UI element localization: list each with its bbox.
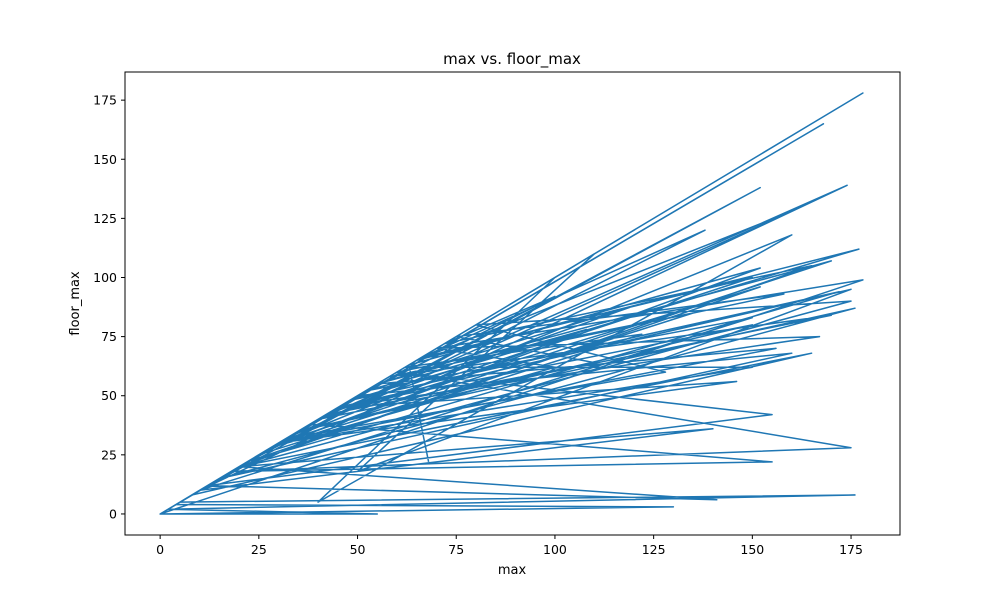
- y-tick-label: 25: [101, 447, 117, 462]
- x-axis-ticks: 0 25 50 75 100 125 150 175: [156, 535, 863, 557]
- x-tick-label: 0: [156, 542, 164, 557]
- x-tick-label: 25: [251, 542, 267, 557]
- y-tick-label: 100: [93, 270, 117, 285]
- plot-frame: [124, 71, 901, 536]
- chart-title: max vs. floor_max: [443, 50, 581, 69]
- x-tick-label: 175: [839, 542, 863, 557]
- y-axis-ticks: 0 25 50 75 100 125 150 175: [93, 93, 125, 521]
- y-tick-label: 0: [109, 506, 117, 521]
- x-tick-label: 50: [350, 542, 366, 557]
- x-tick-label: 75: [448, 542, 464, 557]
- data-layer: [159, 92, 864, 515]
- y-tick-label: 50: [101, 388, 117, 403]
- y-tick-label: 150: [93, 152, 117, 167]
- x-axis-label: max: [498, 563, 527, 578]
- y-tick-label: 175: [93, 93, 117, 108]
- series-line-0: [159, 92, 864, 515]
- y-axis-label: floor_max: [68, 271, 83, 336]
- x-tick-label: 100: [543, 542, 567, 557]
- x-tick-label: 150: [740, 542, 764, 557]
- y-tick-label: 75: [101, 329, 117, 344]
- y-tick-label: 125: [93, 211, 117, 226]
- x-tick-label: 125: [642, 542, 666, 557]
